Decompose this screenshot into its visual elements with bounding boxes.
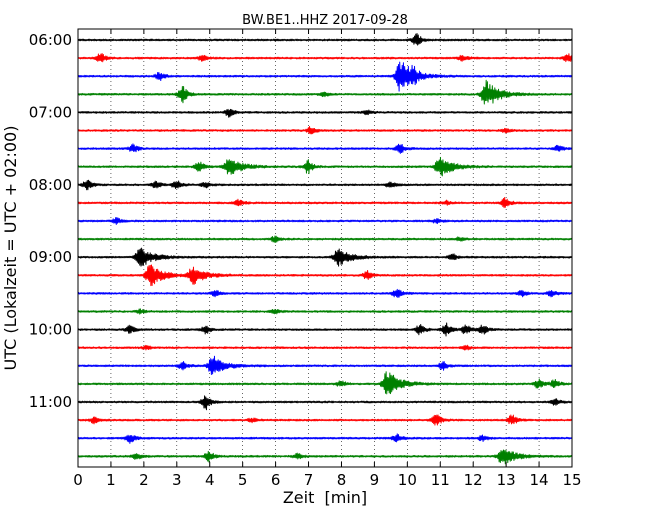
x-tick-label: 3 [172, 471, 182, 489]
trace-0900 [77, 247, 573, 267]
y-axis: 06:00 07:00 08:00 09:00 10:00 11:00 [29, 31, 572, 411]
trace-0715 [77, 126, 573, 135]
x-tick-label: 4 [205, 471, 215, 489]
trace-0930 [77, 288, 573, 299]
y-tick-label: 06:00 [29, 31, 72, 49]
x-axis: 0 1 2 3 4 5 6 7 8 9 10 11 12 13 14 15 [73, 29, 582, 489]
x-tick-label: 2 [139, 471, 149, 489]
x-tick-label: 9 [370, 471, 380, 489]
trace-1000 [77, 322, 573, 337]
trace-1145 [77, 449, 573, 465]
x-tick-label: 15 [562, 471, 581, 489]
trace-0815 [77, 196, 573, 209]
trace-0800 [77, 179, 573, 191]
x-axis-label: Zeit [min] [283, 488, 367, 507]
x-tick-label: 0 [73, 471, 83, 489]
x-tick-label: 10 [398, 471, 417, 489]
trace-0945 [77, 308, 573, 315]
trace-1015 [77, 344, 573, 351]
x-tick-label: 13 [497, 471, 516, 489]
x-tick-label: 6 [271, 471, 281, 489]
trace-0730 [77, 143, 573, 154]
trace-1030 [77, 355, 573, 375]
x-tick-label: 8 [337, 471, 347, 489]
y-tick-label: 10:00 [29, 321, 72, 339]
trace-1045 [77, 371, 573, 395]
trace-0615 [77, 53, 573, 63]
plot-frame [77, 28, 573, 468]
trace-0745 [77, 156, 573, 177]
y-tick-label: 11:00 [29, 393, 72, 411]
x-tick-label: 14 [530, 471, 549, 489]
trace-1100 [77, 395, 573, 411]
trace-0700 [77, 108, 573, 118]
y-tick-label: 09:00 [29, 248, 72, 266]
x-tick-label: 5 [238, 471, 248, 489]
trace-0630 [77, 61, 573, 92]
trace-0845 [77, 235, 573, 243]
y-tick-label: 07:00 [29, 103, 72, 121]
trace-0830 [77, 217, 573, 225]
trace-0600 [77, 33, 573, 46]
trace-0645 [77, 79, 573, 105]
chart-title: BW.BE1..HHZ 2017-09-28 [242, 13, 408, 28]
seismogram-traces [77, 33, 573, 465]
x-tick-label: 1 [106, 471, 116, 489]
x-tick-label: 11 [431, 471, 450, 489]
y-axis-label: UTC (Lokalzeit = UTC + 02:00) [1, 126, 20, 371]
y-tick-label: 08:00 [29, 176, 72, 194]
trace-0915 [77, 264, 573, 287]
x-tick-label: 7 [304, 471, 314, 489]
trace-1115 [77, 414, 573, 426]
x-tick-label: 12 [464, 471, 483, 489]
trace-1130 [77, 433, 573, 444]
